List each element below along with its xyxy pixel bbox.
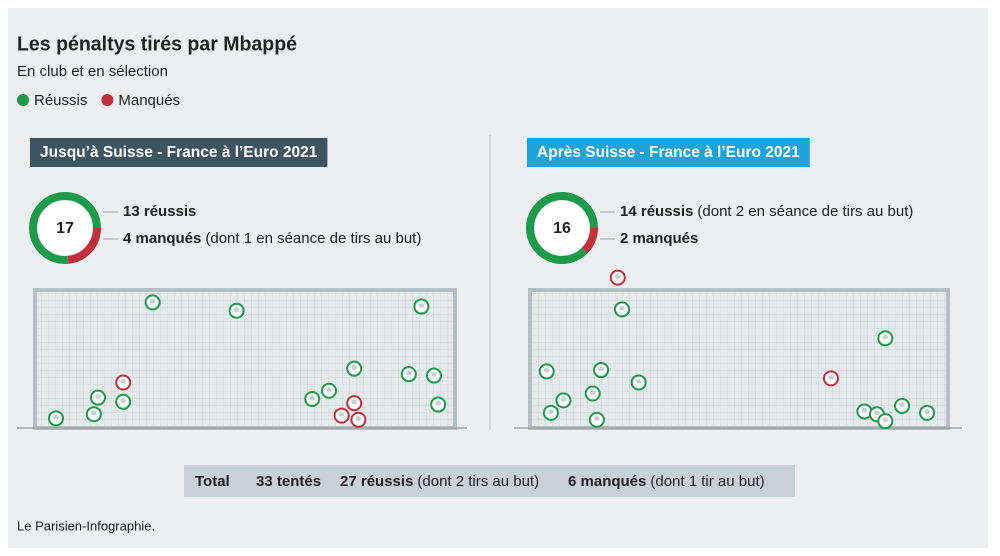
source: Le Parisien-Infographie. [17, 518, 155, 533]
ball-pattern [435, 400, 442, 406]
legend-label: Manqués [118, 92, 180, 109]
panel-label: Après Suisse - France à l’Euro 2021 [537, 144, 800, 161]
donut-segment [67, 227, 101, 264]
ball-pattern [351, 399, 358, 405]
ball-pattern [338, 411, 345, 417]
ball-pattern [355, 415, 362, 421]
total-missed-count: 6 manqués [568, 473, 646, 490]
ball-pattern [873, 410, 880, 416]
ball-pattern [882, 417, 889, 423]
donut-segment [526, 192, 598, 264]
ball-pattern [233, 306, 240, 312]
ball-pattern [547, 408, 554, 414]
total-scored-note: (dont 2 tirs au but) [417, 473, 539, 490]
ball-pattern [861, 407, 868, 413]
goal-net [33, 288, 457, 430]
ball-pattern [120, 397, 127, 403]
stat-note: (dont 2 en séance de tirs au but) [697, 203, 913, 220]
legend-swatch [17, 94, 29, 106]
ball-pattern [882, 334, 889, 340]
title: Les pénaltys tirés par Mbappé [17, 33, 297, 55]
donut-segment [29, 192, 101, 264]
panel-label-box [527, 138, 810, 167]
ball-pattern [598, 366, 605, 372]
stat: 2 manqués [620, 230, 698, 247]
ball-pattern [309, 395, 316, 401]
total-missed: 6 manqués (dont 1 tir au but) [568, 473, 765, 490]
ball-pattern [899, 401, 906, 407]
ball-pattern [924, 408, 931, 414]
panel-label-box [30, 138, 328, 167]
ball-pattern [560, 396, 567, 402]
total-label: Total [195, 473, 230, 490]
donut-segment [581, 227, 598, 254]
stat-note: (dont 1 en séance de tirs au but) [205, 230, 421, 247]
donut-total: 17 [56, 220, 74, 237]
stat-count: 14 réussis [620, 203, 693, 220]
ball-pattern [90, 410, 97, 416]
background [8, 8, 988, 548]
stat: 13 réussis [123, 203, 196, 220]
ball-pattern [149, 298, 156, 304]
legend-label: Réussis [34, 92, 87, 109]
ball-pattern [593, 415, 600, 421]
ball-pattern [405, 370, 412, 376]
total-bar [184, 465, 795, 497]
stat: 4 manqués (dont 1 en séance de tirs au bu… [123, 230, 421, 247]
ball-pattern [543, 367, 550, 373]
ball-pattern [614, 273, 621, 279]
ball-pattern [120, 378, 127, 384]
ball-pattern [53, 414, 59, 420]
donut-hole [535, 201, 589, 255]
total-scored: 27 réussis (dont 2 tirs au but) [340, 473, 539, 490]
ball-pattern [618, 305, 625, 311]
ball-pattern [326, 386, 332, 392]
stat: 14 réussis (dont 2 en séance de tirs au b… [620, 203, 913, 220]
stat-count: 4 manqués [123, 230, 201, 247]
ball-pattern [431, 371, 437, 377]
ball-pattern [351, 364, 358, 370]
donut-hole [38, 201, 92, 255]
panel-label: Jusqu’à Suisse - France à l’Euro 2021 [40, 144, 318, 161]
ball-pattern [95, 393, 101, 399]
total-scored-count: 27 réussis [340, 473, 413, 490]
stat-count: 2 manqués [620, 230, 698, 247]
ball-pattern [418, 302, 425, 308]
total-missed-note: (dont 1 tir au but) [650, 473, 764, 490]
donut-total: 16 [553, 220, 571, 237]
goal-net [528, 288, 950, 430]
subtitle: En club et en sélection [17, 63, 168, 80]
stat-count: 13 réussis [123, 203, 196, 220]
ball-pattern [827, 374, 834, 380]
legend-swatch [101, 94, 114, 106]
ball-pattern [635, 378, 642, 384]
ball-pattern [589, 389, 596, 395]
total-attempts: 33 tentés [256, 473, 321, 490]
